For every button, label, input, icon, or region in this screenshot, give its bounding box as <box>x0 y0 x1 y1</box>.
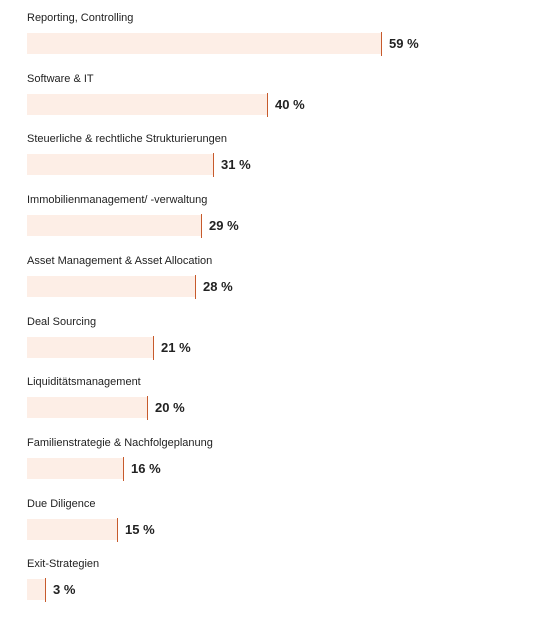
bar-value-label: 29 % <box>209 218 239 234</box>
bar <box>27 518 117 540</box>
bar <box>27 397 147 419</box>
bar-end-marker <box>45 578 46 603</box>
bar-category-label: Software & IT <box>27 72 94 85</box>
bar-category-label: Liquiditätsmanagement <box>27 376 141 389</box>
bar-end-marker <box>381 32 382 56</box>
bar-end-marker <box>267 92 268 117</box>
bar-end-marker <box>213 153 214 178</box>
bar <box>27 215 201 237</box>
bar <box>27 33 381 54</box>
bar <box>27 275 195 297</box>
bar-end-marker <box>123 456 124 481</box>
bar-value-label: 3 % <box>53 582 76 598</box>
bar-category-label: Deal Sourcing <box>27 315 97 328</box>
bar-category-label: Reporting, Controlling <box>27 12 134 24</box>
bar-category-label: Asset Management & Asset Allocation <box>27 254 213 267</box>
bar <box>27 93 267 115</box>
bar-value-label: 59 % <box>389 36 419 51</box>
bar-value-label: 16 % <box>131 460 161 476</box>
bar-category-label: Due Diligence <box>27 497 96 510</box>
bar-value-label: 40 % <box>275 96 305 112</box>
bar-value-label: 21 % <box>161 339 191 355</box>
bar-value-label: 15 % <box>125 521 155 537</box>
bar-value-label: 20 % <box>155 400 185 416</box>
bar <box>27 154 213 176</box>
bar-end-marker <box>195 274 196 299</box>
bar-category-label: Steuerliche & rechtliche Strukturierunge… <box>27 133 227 146</box>
bar-category-label: Immobilienmanagement/ -verwaltung <box>27 194 208 207</box>
bar-end-marker <box>117 517 118 542</box>
bar-end-marker <box>201 214 202 239</box>
bar <box>27 457 123 479</box>
bar-category-label: Familienstrategie & Nachfolgeplanung <box>27 436 213 449</box>
bar <box>27 579 45 601</box>
bar-value-label: 31 % <box>221 157 251 173</box>
bar-value-label: 28 % <box>203 278 233 294</box>
bar <box>27 336 153 358</box>
bar-category-label: Exit-Strategien <box>27 558 100 571</box>
bar-end-marker <box>153 335 154 360</box>
bar-end-marker <box>147 396 148 421</box>
